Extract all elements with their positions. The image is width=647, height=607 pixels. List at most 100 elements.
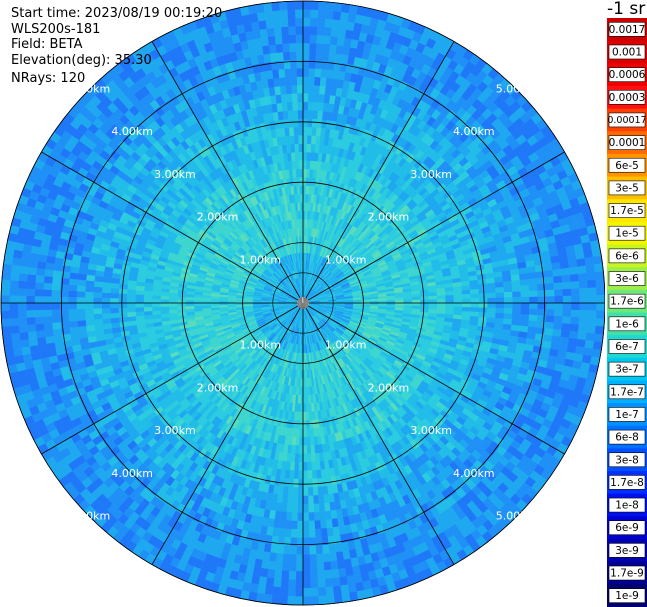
beta-cell — [168, 302, 178, 307]
beta-cell — [202, 305, 212, 309]
beta-cell — [299, 403, 304, 413]
beta-cell — [302, 185, 307, 195]
beta-cell — [299, 193, 304, 203]
beta-cell — [299, 168, 304, 178]
beta-cell — [294, 461, 300, 471]
beta-cell — [151, 298, 161, 304]
beta-cell — [126, 311, 136, 318]
beta-cell — [304, 386, 309, 396]
beta-cell — [411, 302, 421, 307]
beta-cell — [299, 160, 304, 170]
beta-cell — [135, 298, 144, 304]
beta-cell — [302, 403, 307, 413]
beta-cell — [291, 160, 297, 170]
beta-cell — [143, 302, 153, 308]
beta-cell — [461, 289, 471, 295]
beta-cell — [305, 394, 309, 404]
beta-cell — [160, 299, 170, 304]
beta-cell — [298, 462, 304, 471]
beta-cell — [298, 453, 304, 463]
beta-cell — [302, 168, 307, 178]
beta-cell — [143, 310, 153, 316]
beta-cell — [470, 298, 480, 304]
beta-cell — [193, 299, 203, 304]
beta-cell — [126, 307, 136, 313]
beta-cell — [306, 461, 312, 471]
beta-cell — [302, 470, 308, 480]
beta-cell — [297, 202, 301, 212]
beta-cell — [151, 310, 162, 316]
beta-cell — [302, 428, 307, 438]
beta-cell — [151, 302, 161, 308]
beta-cell — [461, 306, 471, 312]
beta-cell — [299, 185, 304, 195]
beta-cell — [295, 436, 300, 446]
beta-cell — [470, 288, 480, 295]
beta-cell — [436, 291, 446, 297]
beta-cell — [295, 160, 300, 170]
beta-cell — [294, 151, 300, 161]
beta-cell — [298, 151, 304, 161]
beta-cell — [185, 302, 195, 307]
beta-cell — [176, 299, 186, 304]
beta-cell — [294, 445, 300, 455]
beta-cell — [193, 305, 203, 309]
beta-cell — [428, 292, 438, 297]
beta-cell — [310, 453, 316, 463]
beta-cell — [299, 176, 304, 186]
beta-cell — [160, 295, 170, 300]
beta-cell — [306, 143, 312, 153]
beta-cell — [143, 298, 153, 304]
beta-cell — [160, 309, 170, 315]
beta-cell — [168, 299, 178, 304]
beta-cell — [160, 302, 170, 307]
beta-cell — [302, 453, 308, 463]
beta-cell — [210, 304, 220, 309]
beta-cell — [403, 299, 413, 304]
beta-cell — [309, 436, 315, 446]
beta-cell — [151, 306, 161, 312]
beta-cell — [311, 470, 318, 480]
beta-cell — [470, 302, 480, 308]
beta-cell — [420, 299, 430, 304]
beta-cell — [310, 444, 316, 455]
beta-cell — [436, 299, 446, 304]
beta-cell — [176, 302, 186, 307]
beta-cell — [309, 428, 314, 438]
beta-cell — [403, 302, 413, 307]
beta-cell — [126, 293, 136, 299]
beta-cell — [135, 302, 144, 308]
beta-cell — [302, 126, 308, 136]
beta-cell — [290, 151, 296, 162]
beta-cell — [311, 461, 317, 471]
beta-cell — [428, 302, 438, 307]
beta-cell — [436, 306, 446, 311]
beta-cell — [453, 294, 463, 300]
ppi-plot: 1.00km1.00km1.00km1.00km2.00km2.00km2.00… — [0, 0, 605, 606]
beta-cell — [299, 420, 304, 430]
beta-cell — [290, 143, 296, 153]
beta-cell — [295, 168, 300, 178]
beta-cell — [386, 297, 396, 302]
beta-cell — [297, 210, 302, 220]
beta-cell — [297, 193, 301, 203]
beta-cell — [420, 296, 429, 301]
beta-cell — [306, 445, 312, 455]
beta-cell — [394, 297, 404, 301]
beta-cell — [305, 420, 310, 429]
beta-cell — [436, 295, 446, 300]
beta-cell — [462, 298, 471, 304]
beta-cell — [453, 306, 463, 312]
beta-cell — [302, 193, 307, 203]
beta-cell — [135, 294, 145, 300]
beta-cell — [420, 302, 430, 307]
beta-cell — [453, 298, 463, 304]
beta-cell — [428, 299, 438, 304]
beta-cell — [126, 298, 136, 304]
beta-cell — [160, 306, 170, 311]
beta-cell — [302, 160, 307, 170]
beta-cell — [461, 294, 471, 300]
beta-cell — [307, 126, 313, 136]
beta-cell — [302, 420, 307, 430]
beta-cell — [296, 177, 301, 186]
